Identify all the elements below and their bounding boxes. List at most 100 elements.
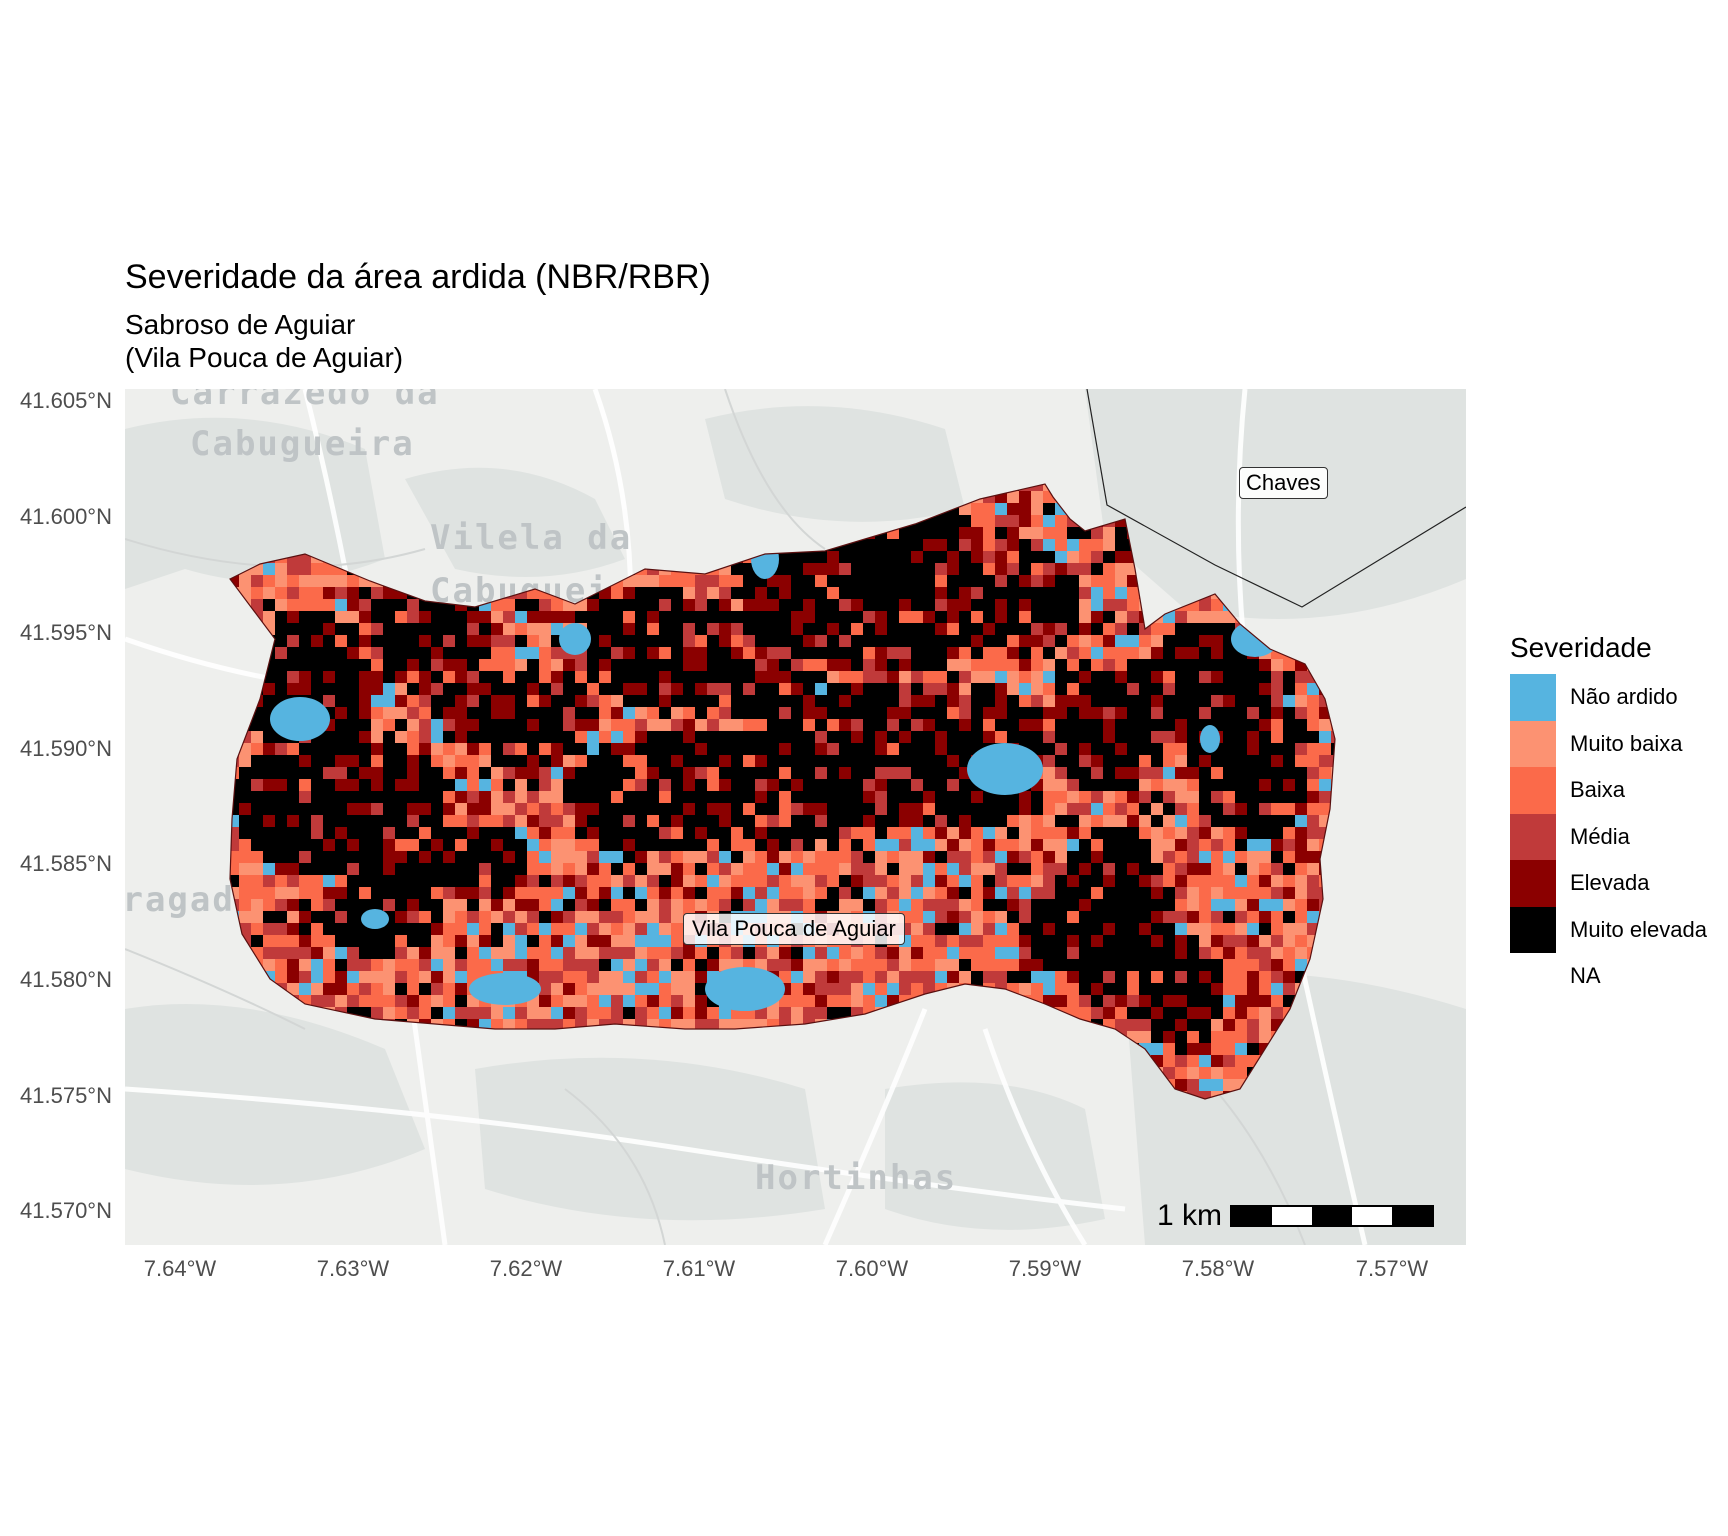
raster-cell <box>887 659 899 671</box>
raster-cell <box>1079 683 1091 695</box>
raster-cell <box>1283 659 1295 671</box>
raster-cell <box>1079 623 1091 635</box>
raster-cell <box>455 635 467 647</box>
raster-cell <box>1271 695 1283 707</box>
raster-cell <box>767 743 779 755</box>
raster-cell <box>959 551 971 563</box>
raster-cell <box>1031 563 1043 575</box>
raster-cell <box>1139 827 1151 839</box>
raster-cell <box>1307 911 1319 923</box>
raster-cell <box>347 791 359 803</box>
raster-cell <box>1223 731 1235 743</box>
raster-cell <box>1271 971 1283 983</box>
raster-cell <box>1067 1019 1079 1031</box>
raster-cell <box>1283 887 1295 899</box>
raster-cell <box>599 995 611 1007</box>
raster-cell <box>971 1067 983 1079</box>
raster-cell <box>719 1019 731 1031</box>
raster-cell <box>719 587 731 599</box>
raster-cell <box>1343 947 1355 959</box>
raster-cell <box>275 767 287 779</box>
raster-cell <box>1199 983 1211 995</box>
raster-cell <box>1259 719 1271 731</box>
raster-cell <box>623 484 635 491</box>
raster-cell <box>1343 647 1355 659</box>
raster-cell <box>1043 887 1055 899</box>
raster-cell <box>827 671 839 683</box>
raster-cell <box>1031 551 1043 563</box>
raster-cell <box>527 647 539 659</box>
raster-cell <box>803 779 815 791</box>
raster-cell <box>1079 767 1091 779</box>
raster-cell <box>239 683 251 695</box>
raster-cell <box>275 743 287 755</box>
raster-cell <box>1019 1031 1031 1043</box>
raster-cell <box>911 815 923 827</box>
raster-cell <box>671 659 683 671</box>
raster-cell <box>839 599 851 611</box>
raster-cell <box>779 671 791 683</box>
raster-cell <box>515 779 527 791</box>
raster-cell <box>1211 599 1223 611</box>
raster-cell <box>1079 1007 1091 1019</box>
x-tick-label: 7.59°W <box>1008 1256 1082 1281</box>
raster-cell <box>647 635 659 647</box>
raster-cell <box>1139 707 1151 719</box>
raster-cell <box>287 647 299 659</box>
raster-cell <box>803 1043 815 1055</box>
map-panel[interactable]: Carrazedo da Cabugueira Vilela da Cabugu… <box>125 389 1466 1245</box>
raster-cell <box>1115 1079 1127 1091</box>
raster-cell <box>635 875 647 887</box>
raster-cell <box>935 899 947 911</box>
raster-cell <box>383 527 395 539</box>
raster-cell <box>1199 875 1211 887</box>
raster-cell <box>803 611 815 623</box>
raster-cell <box>503 935 515 947</box>
raster-cell <box>1247 875 1259 887</box>
raster-cell <box>1067 539 1079 551</box>
raster-cell <box>959 515 971 527</box>
raster-cell <box>1031 911 1043 923</box>
raster-cell <box>839 815 851 827</box>
raster-cell <box>851 1091 863 1099</box>
raster-cell <box>419 671 431 683</box>
raster-cell <box>683 1043 695 1055</box>
raster-cell <box>1043 851 1055 863</box>
raster-cell <box>230 959 239 971</box>
raster-cell <box>1151 695 1163 707</box>
raster-cell <box>1163 959 1175 971</box>
raster-cell <box>827 851 839 863</box>
raster-cell <box>1103 899 1115 911</box>
raster-cell <box>1151 1043 1163 1055</box>
raster-cell <box>527 827 539 839</box>
raster-cell <box>1343 851 1355 863</box>
raster-cell <box>263 863 275 875</box>
raster-cell <box>623 695 635 707</box>
raster-cell <box>635 815 647 827</box>
raster-cell <box>1331 815 1335 827</box>
raster-cell <box>275 635 287 647</box>
raster-cell <box>863 1091 875 1099</box>
raster-cell <box>875 731 887 743</box>
raster-cell <box>779 563 791 575</box>
raster-cell <box>1259 815 1271 827</box>
raster-cell <box>791 767 803 779</box>
raster-cell <box>575 827 587 839</box>
raster-cell <box>251 911 263 923</box>
raster-cell <box>1007 527 1019 539</box>
raster-cell <box>443 899 455 911</box>
raster-cell <box>1211 683 1223 695</box>
raster-cell <box>239 623 251 635</box>
raster-cell <box>959 839 971 851</box>
raster-cell <box>1019 935 1031 947</box>
raster-cell <box>755 647 767 659</box>
raster-cell <box>1259 623 1271 635</box>
raster-cell <box>347 839 359 851</box>
raster-cell <box>1235 731 1247 743</box>
raster-cell <box>455 1019 467 1031</box>
raster-cell <box>479 743 491 755</box>
raster-cell <box>1175 1055 1187 1067</box>
raster-cell <box>719 899 731 911</box>
raster-cell <box>635 551 647 563</box>
raster-cell <box>1187 791 1199 803</box>
